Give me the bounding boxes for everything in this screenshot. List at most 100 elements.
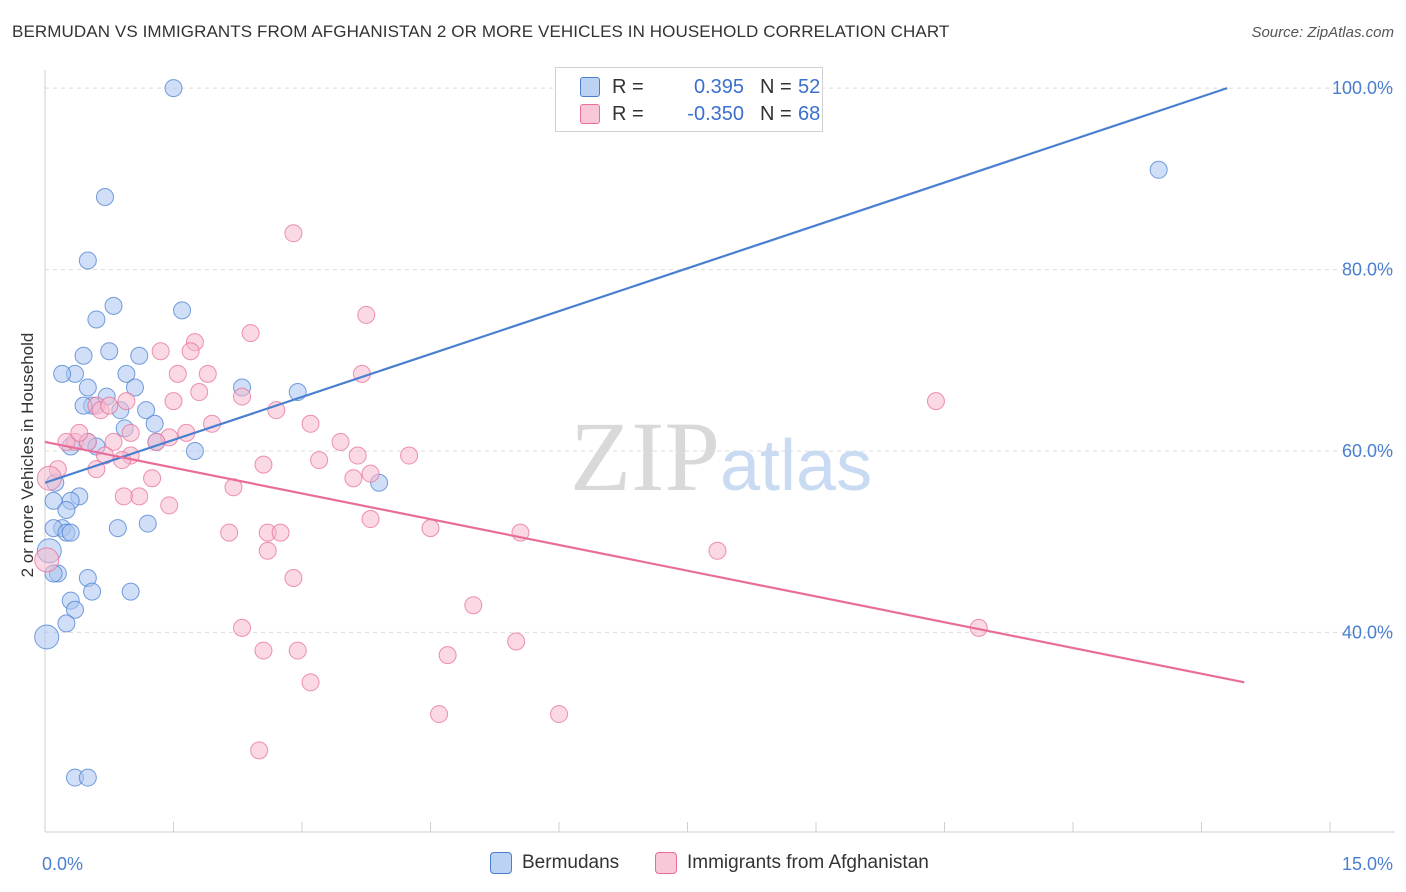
afghanistan-point <box>121 423 140 442</box>
afghanistan-r-value: -0.350 <box>687 102 744 125</box>
x-tick-label-1: 15.0% <box>1342 854 1393 874</box>
bermudan-point <box>1149 160 1168 179</box>
afghanistan-point <box>117 392 136 411</box>
afghanistan-point <box>233 387 252 406</box>
afghanistan-point <box>507 632 526 651</box>
bermudan-point <box>108 519 127 538</box>
bermudan-point <box>83 582 102 601</box>
y-tick-label-1: 60.0% <box>1342 441 1393 461</box>
bermudan-point <box>164 79 183 98</box>
bermudans-r-value: 0.395 <box>693 75 744 98</box>
afghanistan-point <box>288 641 307 660</box>
bermudan-point <box>65 600 84 619</box>
afghanistan-n-value: 68 <box>798 102 821 125</box>
bermudan-point <box>117 364 136 383</box>
bermudan-point <box>100 342 119 361</box>
bermudan-point <box>104 296 123 315</box>
afghanistan-point <box>198 364 217 383</box>
afghanistan-point <box>421 519 440 538</box>
y-tick-label-2: 80.0% <box>1342 260 1393 280</box>
legend-row-bermudans: R = 0.395 N = 52 <box>580 74 820 100</box>
bermudan-point <box>185 442 204 460</box>
afghanistan-point <box>250 741 269 760</box>
bermudan-point <box>95 188 114 206</box>
afghanistan-point <box>357 305 376 324</box>
afghanistan-trend-line <box>44 440 1245 684</box>
bermudan-trend-line <box>44 87 1228 484</box>
bermudan-point <box>57 500 76 519</box>
chart-title: BERMUDAN VS IMMIGRANTS FROM AFGHANISTAN … <box>12 22 950 41</box>
bermudan-point <box>145 414 164 433</box>
afghanistan-point <box>430 705 449 724</box>
bermudan-point <box>34 624 60 650</box>
afghanistan-point <box>160 496 179 515</box>
afghanistan-point <box>361 464 380 483</box>
axes <box>44 70 1395 833</box>
r-label: R = <box>612 102 644 125</box>
bermudan-point <box>78 378 97 397</box>
bermudans-n-value: 52 <box>798 75 821 98</box>
afghanistan-point <box>164 392 183 411</box>
bermudans-swatch <box>580 77 600 97</box>
bermudan-point <box>61 523 80 542</box>
afghanistan-point <box>464 596 483 615</box>
afghanistan-point <box>271 523 290 542</box>
afghanistan-point <box>254 455 273 474</box>
afghanistan-point <box>143 469 162 488</box>
afghanistan-point <box>361 510 380 529</box>
afghanistan-point <box>104 432 123 451</box>
afghanistan-point <box>310 451 329 470</box>
afghanistan-point <box>34 547 60 573</box>
afghanistan-point <box>254 641 273 660</box>
bermudan-point <box>121 582 140 601</box>
afghanistan-point <box>708 541 727 560</box>
bermudan-point <box>57 614 76 633</box>
afghanistan-point <box>438 646 457 665</box>
bermudan-point <box>138 514 157 533</box>
afghanistan-legend-label: Immigrants from Afghanistan <box>687 852 929 873</box>
afghanistan-point <box>190 383 209 402</box>
afghanistan-point <box>220 523 239 542</box>
afghanistan-point <box>348 446 367 465</box>
bermudans-legend-swatch <box>490 852 512 874</box>
afghanistan-point <box>233 618 252 637</box>
n-label: N = <box>760 102 792 125</box>
afghanistan-point <box>168 364 187 383</box>
afghanistan-point <box>301 414 320 433</box>
afghanistan-point <box>550 705 568 724</box>
bermudan-point <box>137 401 156 420</box>
bottom-legend-afghanistan: Immigrants from Afghanistan <box>655 852 929 874</box>
afghanistan-point <box>181 342 200 361</box>
y-tick-label-0: 40.0% <box>1342 622 1393 642</box>
afghanistan-point <box>344 469 363 488</box>
n-label: N = <box>760 75 792 98</box>
x-tick-label-0: 0.0% <box>42 854 83 874</box>
watermark-atlas: atlas <box>720 426 872 506</box>
source-label: Source: ZipAtlas.com <box>1251 24 1394 41</box>
correlation-legend: R = 0.395 N = 52 R = -0.350 N = 68 <box>555 67 823 132</box>
bermudan-point <box>53 364 72 383</box>
afghanistan-swatch <box>580 104 600 124</box>
bermudan-point <box>74 346 93 365</box>
afghanistan-point <box>258 541 277 560</box>
afghanistan-point <box>114 487 133 506</box>
afghanistan-point <box>400 446 419 465</box>
bermudan-point <box>125 378 144 397</box>
bermudan-point <box>78 251 97 270</box>
r-label: R = <box>612 75 644 98</box>
bermudan-point <box>44 491 63 510</box>
watermark-zip: ZIP <box>570 401 720 512</box>
y-tick-label-3: 100.0% <box>1332 78 1393 98</box>
afghanistan-point <box>284 224 303 243</box>
afghanistan-point <box>284 569 303 587</box>
afghanistan-point <box>100 396 119 415</box>
bermudans-legend-label: Bermudans <box>522 852 620 873</box>
afghanistan-point <box>151 342 170 361</box>
afghanistan-point <box>130 487 149 506</box>
afghanistan-point <box>331 432 350 451</box>
afghanistan-legend-swatch <box>655 852 677 874</box>
bermudan-point <box>173 301 192 320</box>
afghanistan-point <box>301 673 320 692</box>
bottom-legend-bermudans: Bermudans <box>490 852 619 874</box>
